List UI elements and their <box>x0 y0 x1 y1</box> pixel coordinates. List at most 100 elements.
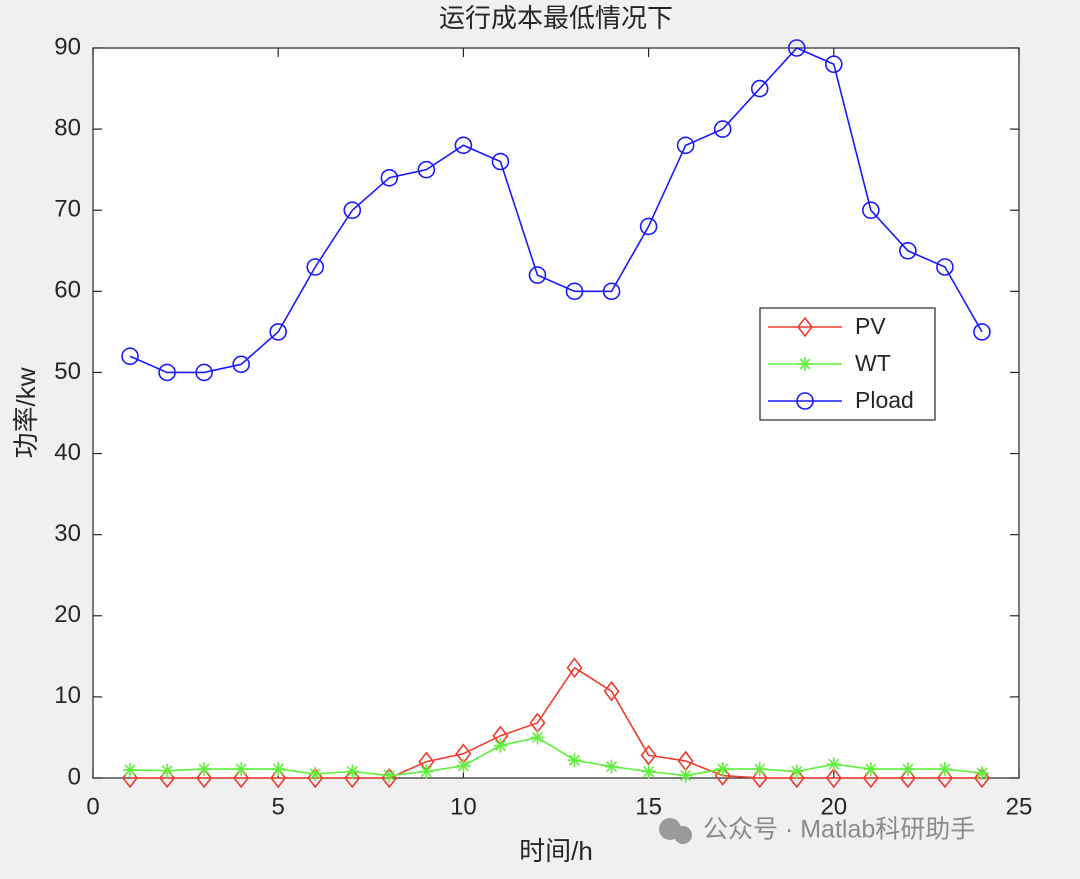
marker-shape <box>457 760 469 772</box>
marker <box>344 767 361 789</box>
marker-shape <box>640 744 657 766</box>
marker <box>158 363 176 382</box>
marker-shape <box>973 323 991 341</box>
marker-shape <box>788 767 805 789</box>
marker <box>899 241 917 260</box>
legend-marker <box>796 316 814 338</box>
marker <box>491 152 510 171</box>
marker-shape <box>566 657 583 678</box>
marker <box>306 258 325 276</box>
chart-title: 运行成本最低情况下 <box>439 3 673 33</box>
y-tick-label: 10 <box>54 682 81 709</box>
marker-shape <box>936 258 954 276</box>
marker <box>123 762 138 777</box>
marker-shape <box>161 765 173 777</box>
marker-shape <box>714 765 731 786</box>
marker-shape <box>751 767 768 789</box>
marker <box>380 168 399 187</box>
marker <box>121 347 139 366</box>
marker-shape <box>902 763 914 775</box>
marker <box>604 759 619 774</box>
marker <box>973 767 990 789</box>
marker <box>900 762 915 777</box>
marker-shape <box>270 767 287 789</box>
marker <box>530 730 545 745</box>
marker <box>454 136 473 155</box>
marker-shape <box>491 152 510 171</box>
marker-shape <box>939 763 951 775</box>
marker-shape <box>717 763 729 775</box>
y-tick-label: 0 <box>68 763 81 790</box>
marker <box>195 363 213 382</box>
marker <box>862 767 879 789</box>
marker <box>493 738 508 753</box>
marker-shape <box>899 241 917 260</box>
marker <box>232 355 250 374</box>
marker-shape <box>195 363 213 382</box>
marker-shape <box>750 79 769 98</box>
marker <box>789 764 804 779</box>
marker <box>233 767 250 789</box>
marker-shape <box>417 160 436 179</box>
marker <box>825 767 842 789</box>
marker-shape <box>380 168 399 187</box>
marker <box>824 55 843 74</box>
marker-shape <box>269 323 288 341</box>
marker <box>751 767 768 789</box>
marker <box>863 762 878 777</box>
marker-shape <box>196 767 213 789</box>
marker-shape <box>233 767 250 789</box>
marker <box>343 201 362 220</box>
marker <box>345 764 360 779</box>
marker-shape <box>232 355 250 374</box>
marker <box>456 758 471 773</box>
marker-shape <box>420 765 432 778</box>
marker-shape <box>639 217 658 236</box>
marker-shape <box>676 136 695 155</box>
marker <box>936 767 953 789</box>
legend-marker <box>796 392 814 410</box>
marker-shape <box>528 266 547 284</box>
marker-shape <box>531 731 544 744</box>
marker <box>750 79 769 98</box>
marker-shape <box>121 347 139 366</box>
marker-shape <box>754 763 766 775</box>
marker-shape <box>306 258 325 276</box>
x-tick-label: 5 <box>272 793 285 820</box>
marker <box>640 744 657 766</box>
marker <box>974 766 989 781</box>
marker-shape <box>307 767 324 789</box>
x-tick-label: 0 <box>86 793 99 820</box>
marker <box>714 765 731 786</box>
legend-label: PV <box>855 313 886 339</box>
marker <box>602 282 621 301</box>
marker <box>567 753 582 768</box>
marker-shape <box>344 767 361 789</box>
marker <box>862 201 880 220</box>
marker-shape <box>973 767 990 789</box>
marker-shape <box>198 763 210 775</box>
y-tick-label: 30 <box>54 520 81 547</box>
marker <box>639 217 658 236</box>
marker <box>197 762 212 777</box>
marker-shape <box>799 358 811 370</box>
marker-shape <box>796 316 814 338</box>
marker <box>603 680 620 702</box>
marker-shape <box>787 39 806 57</box>
marker-shape <box>825 767 842 789</box>
marker <box>196 767 213 789</box>
marker-shape <box>865 763 877 775</box>
marker <box>269 323 288 341</box>
x-tick-label: 25 <box>1006 793 1033 820</box>
marker-shape <box>383 770 395 782</box>
marker-shape <box>680 770 692 782</box>
marker <box>528 266 547 284</box>
x-axis-label: 时间/h <box>519 836 593 866</box>
y-tick-label: 50 <box>54 358 81 385</box>
marker-shape <box>899 767 916 789</box>
marker-shape <box>862 767 879 789</box>
marker <box>160 763 175 778</box>
marker <box>713 120 732 138</box>
y-tick-label: 60 <box>54 277 81 304</box>
